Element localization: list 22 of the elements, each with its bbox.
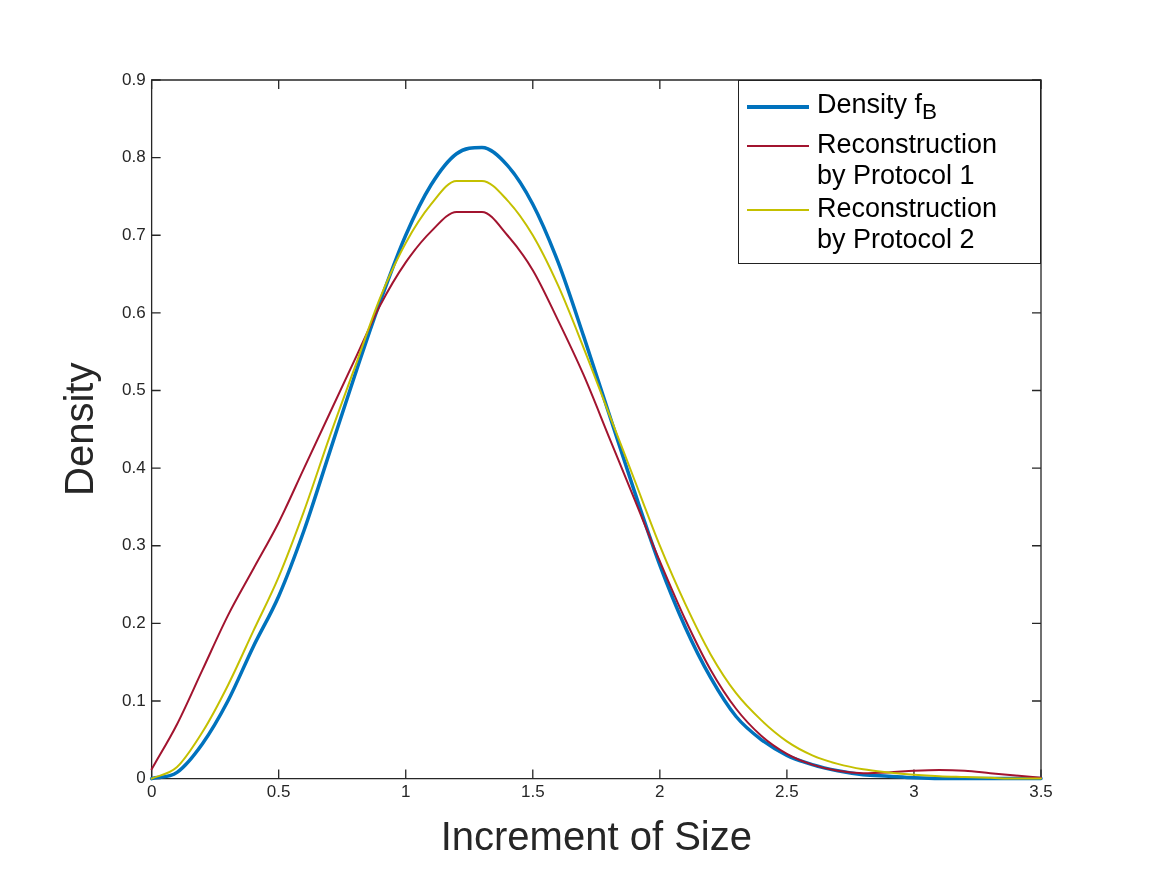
y-tick-label: 0 (136, 768, 146, 788)
x-tick-label: 3 (909, 782, 919, 802)
x-axis-title: Increment of Size (440, 814, 752, 859)
legend-label: Density f$_{B}$ (817, 89, 939, 127)
y-tick-label: 0.2 (121, 613, 146, 633)
y-tick-label: 0.4 (121, 457, 146, 477)
x-tick-label: 2 (655, 782, 665, 802)
x-tick-label: 1 (401, 782, 411, 802)
x-tick-label: 1.5 (520, 782, 545, 802)
x-tick-label: 2.5 (775, 782, 799, 802)
y-tick-label: 0.3 (121, 535, 146, 555)
x-tick-label: 3.5 (1029, 782, 1053, 802)
y-axis-title: Density (57, 362, 102, 496)
legend-label: Reconstruction by Protocol 1 (817, 129, 999, 192)
y-tick-label: 0.6 (121, 302, 146, 322)
y-tick-label: 0.1 (121, 690, 146, 710)
y-tick-label: 0.9 (121, 69, 146, 89)
legend-label: Reconstruction by Protocol 2 (817, 193, 999, 256)
y-tick-label: 0.7 (121, 224, 146, 244)
x-tick-label: 0.5 (266, 782, 291, 802)
y-tick-label: 0.8 (121, 147, 146, 167)
y-tick-label: 0.5 (121, 380, 146, 400)
